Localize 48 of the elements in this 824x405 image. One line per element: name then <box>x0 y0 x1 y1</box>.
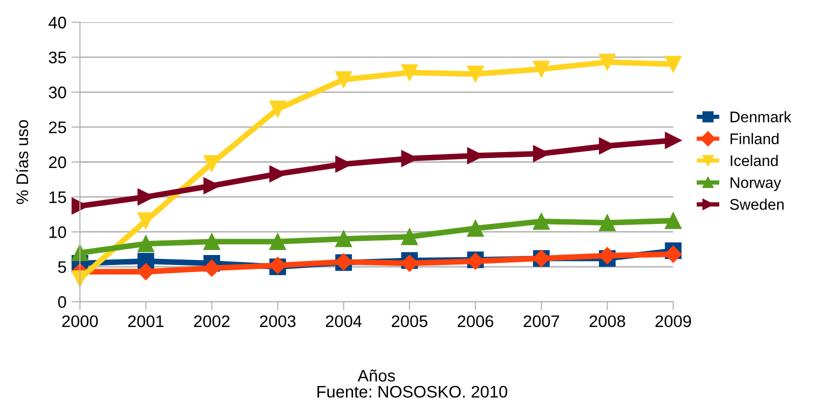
x-tick-label: 2007 <box>524 315 560 328</box>
y-tick-label: 30 <box>48 86 66 98</box>
point <box>401 228 418 246</box>
point <box>335 71 352 88</box>
point <box>664 132 682 149</box>
y-tick-label: 10 <box>49 226 66 238</box>
x-tick-label: 2001 <box>128 315 164 328</box>
point <box>664 212 682 230</box>
legend-label: Finland <box>730 133 779 144</box>
point <box>664 246 682 263</box>
y-tick-label: 35 <box>48 52 66 64</box>
y-tick-label: 25 <box>49 121 66 134</box>
point <box>467 220 484 237</box>
legend-label: Sweden <box>730 198 784 210</box>
legend-label: Iceland <box>730 154 778 166</box>
x-tick-label: 2000 <box>62 315 98 328</box>
point <box>269 233 286 250</box>
point <box>203 260 220 277</box>
x-tick-label: 2009 <box>656 315 691 328</box>
point <box>533 60 550 78</box>
x-axis-title: Años <box>358 369 395 382</box>
point <box>203 233 220 250</box>
point <box>203 177 220 194</box>
x-tick-label: 2005 <box>392 315 428 328</box>
point <box>533 213 550 230</box>
y-tick-label: 0 <box>58 296 66 308</box>
point <box>598 214 616 232</box>
x-tick-label: 2002 <box>194 315 230 328</box>
point <box>401 64 418 81</box>
point <box>598 54 616 70</box>
point <box>335 230 352 248</box>
point <box>138 235 154 252</box>
y-tick-label: 20 <box>49 156 66 168</box>
y-tick-label: 40 <box>48 16 66 28</box>
point <box>269 100 286 118</box>
legend-label: Norway <box>730 177 782 191</box>
legend-label: Denmark <box>730 111 792 122</box>
point <box>598 247 616 264</box>
x-tick-label: 2004 <box>326 315 362 328</box>
y-tick-label: 15 <box>49 192 66 204</box>
source-note: Fuente: NOSOSKO. 2010 <box>317 386 508 398</box>
y-tick-label: 5 <box>58 261 66 273</box>
x-tick-label: 2006 <box>458 315 494 328</box>
point <box>664 56 682 73</box>
x-tick-label: 2008 <box>590 315 626 328</box>
point <box>467 66 484 82</box>
x-tick-label: 2003 <box>260 315 296 328</box>
y-axis-title: % Días uso <box>16 120 28 204</box>
